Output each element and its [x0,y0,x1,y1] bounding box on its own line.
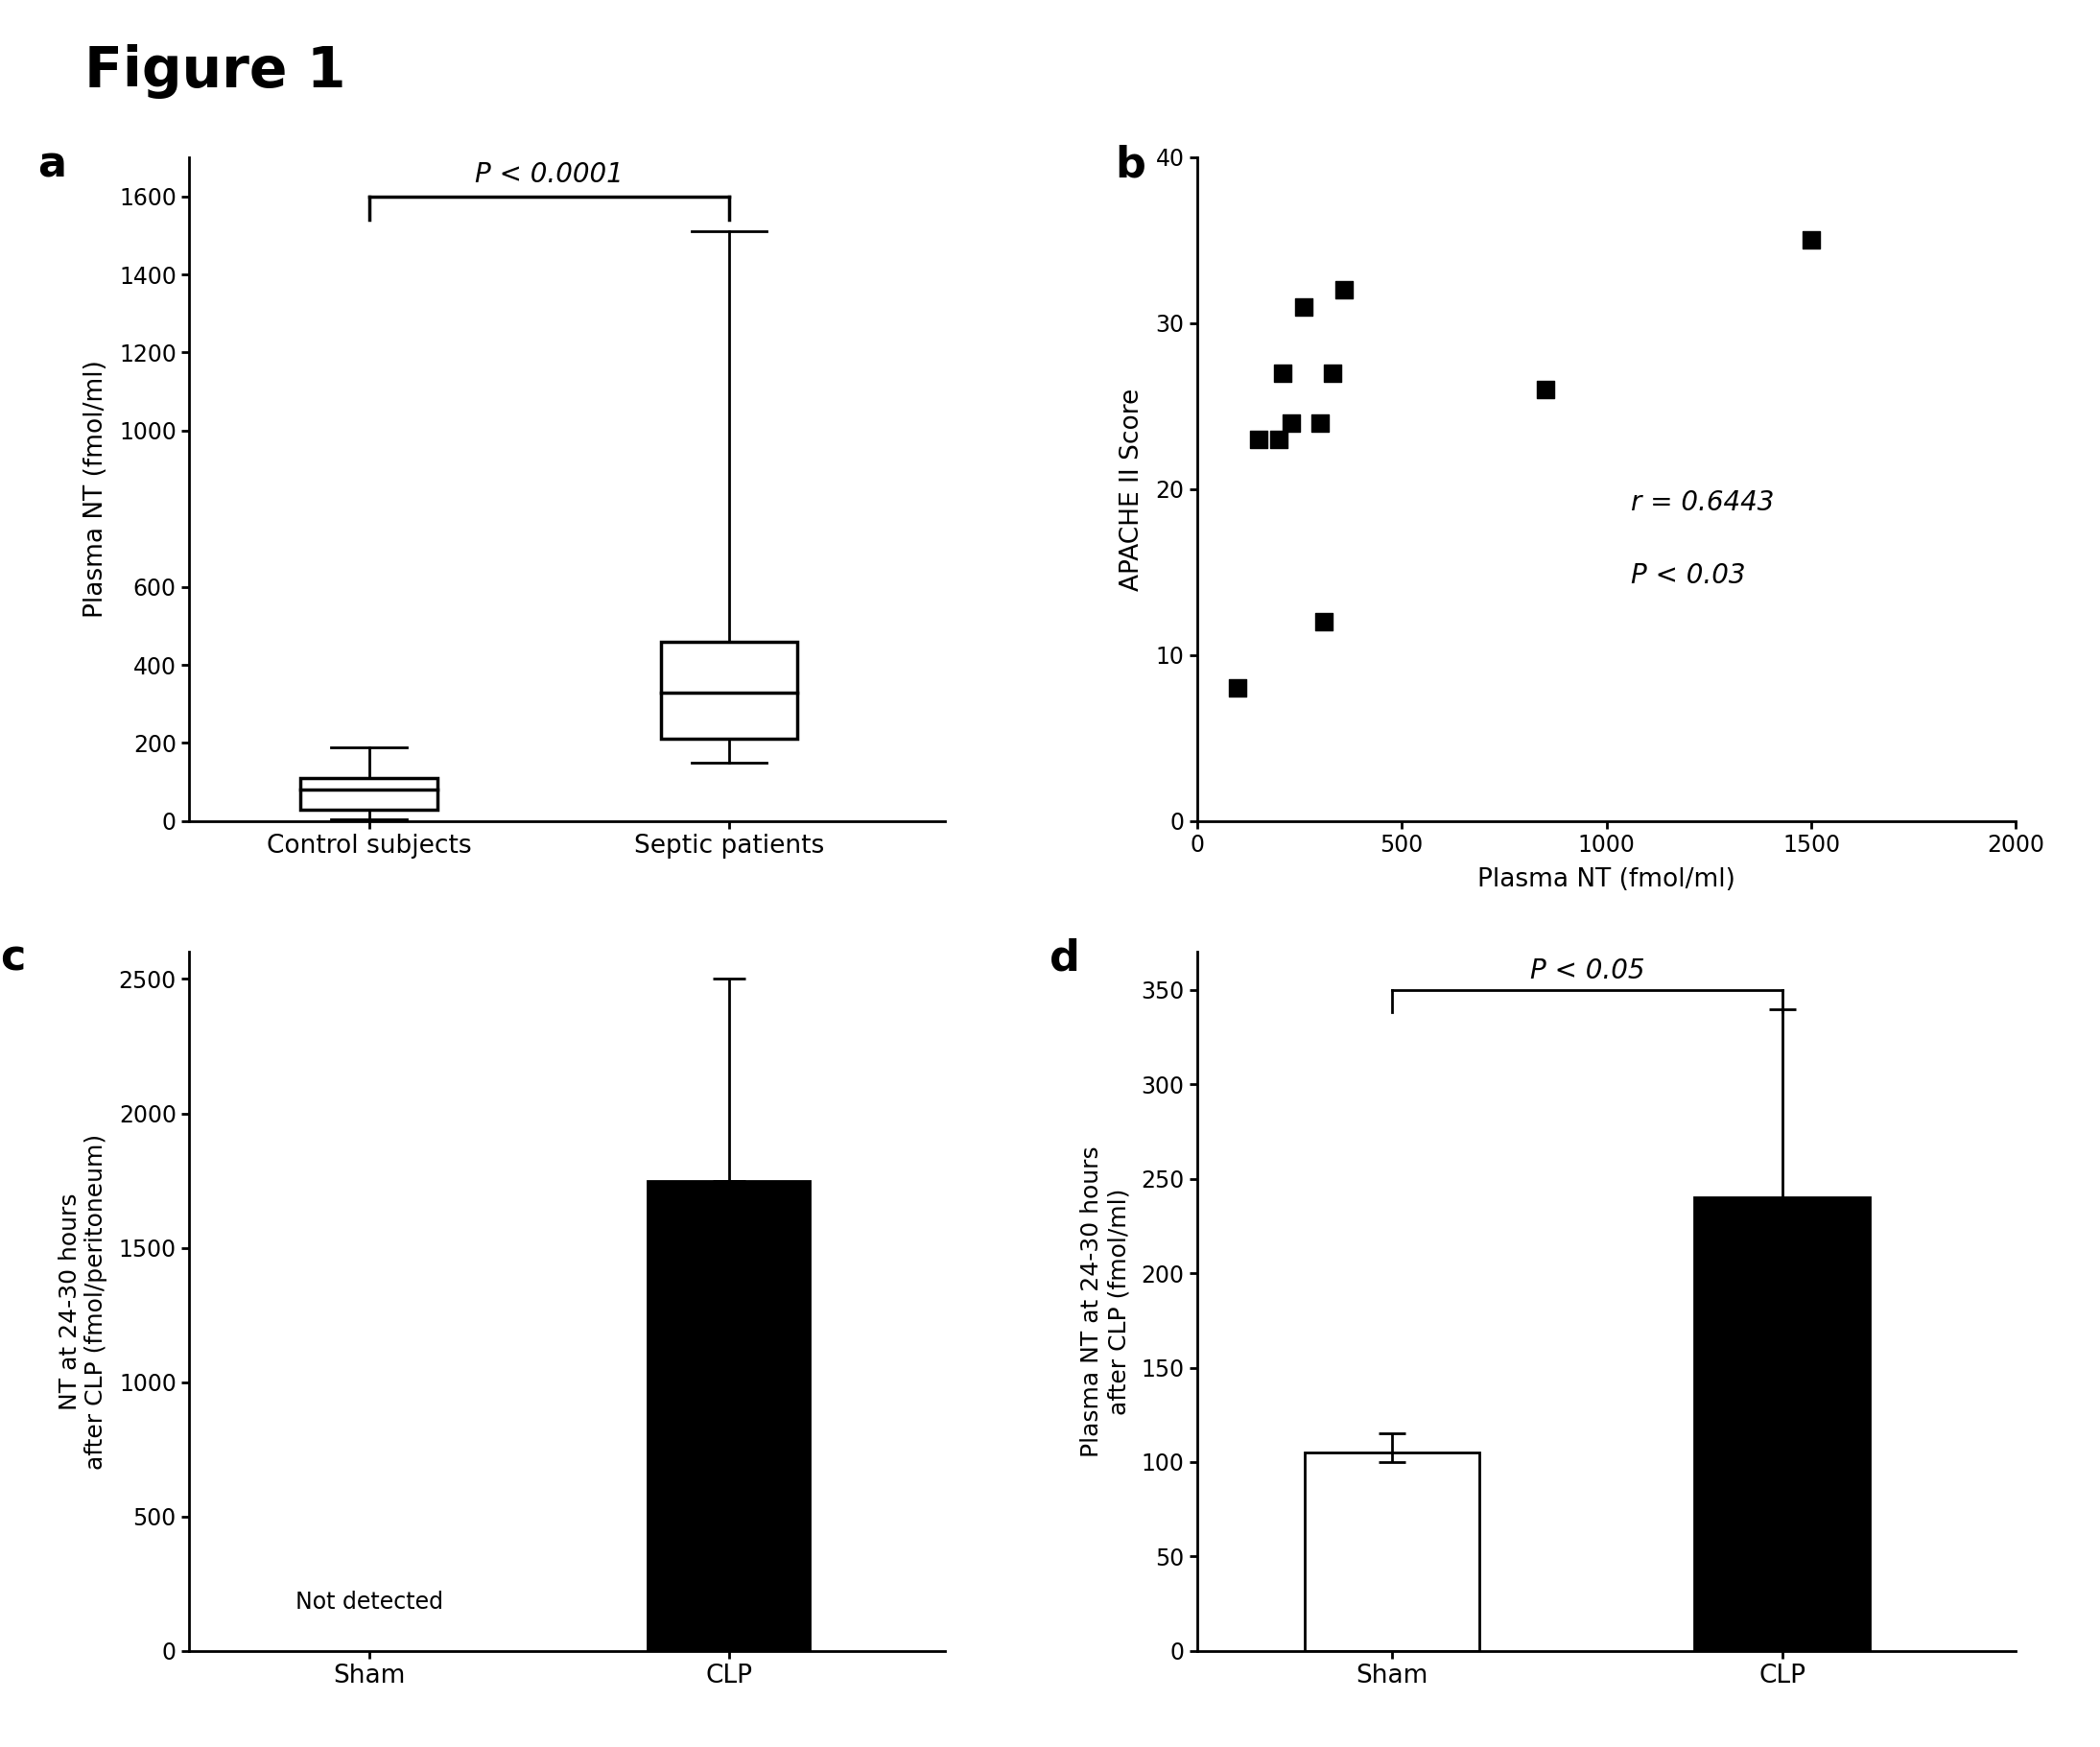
Y-axis label: APACHE II Score: APACHE II Score [1119,388,1144,590]
Bar [649,1181,811,1651]
Text: P < 0.03: P < 0.03 [1632,563,1745,589]
X-axis label: Plasma NT (fmol/ml): Plasma NT (fmol/ml) [1478,868,1735,893]
Point [1529,376,1562,404]
Point [1793,225,1827,253]
Text: Figure 1: Figure 1 [84,44,344,98]
Point [1327,276,1361,304]
Point [1302,409,1336,437]
Bar [1304,1452,1480,1651]
Bar [300,777,437,809]
Point [1262,425,1296,452]
Point [1287,292,1321,320]
Point [1241,425,1275,452]
Text: a: a [38,143,67,185]
Point [1275,409,1308,437]
Text: Not detected: Not detected [296,1592,443,1614]
Y-axis label: Plasma NT at 24-30 hours
after CLP (fmol/ml): Plasma NT at 24-30 hours after CLP (fmol… [1082,1146,1130,1457]
Point [1315,358,1348,386]
Text: d: d [1050,938,1079,980]
Text: P < 0.05: P < 0.05 [1529,957,1644,984]
Text: c: c [0,938,25,980]
Point [1266,358,1300,386]
Text: P < 0.0001: P < 0.0001 [475,162,624,189]
Bar [662,641,798,739]
Y-axis label: NT at 24-30 hours
after CLP (fmol/peritoneum): NT at 24-30 hours after CLP (fmol/perito… [59,1134,107,1469]
Y-axis label: Plasma NT (fmol/ml): Plasma NT (fmol/ml) [84,360,109,618]
Text: r = 0.6443: r = 0.6443 [1632,489,1774,515]
Bar [1695,1198,1869,1651]
Point [1306,608,1340,636]
Point [1220,674,1254,702]
Text: b: b [1115,143,1147,185]
